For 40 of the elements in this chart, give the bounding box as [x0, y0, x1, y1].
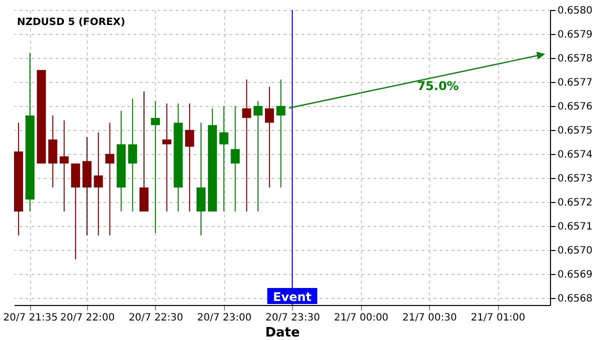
- annotation: 75.0%: [417, 79, 459, 93]
- candlestick: [60, 120, 69, 212]
- candlestick: [254, 100, 263, 212]
- candlestick: [48, 115, 58, 188]
- y-tick-label: 0.6577: [558, 77, 592, 88]
- candlestick: [71, 162, 80, 260]
- candlestick: [162, 103, 172, 212]
- x-tick-label: 20/7 22:30: [128, 312, 184, 324]
- x-tick-label: 20/7 22:00: [60, 312, 115, 324]
- y-tick-label: 0.6571: [558, 221, 592, 232]
- y-tick-label: 0.6578: [558, 53, 592, 64]
- x-tick-label: 20/7 21:35: [3, 312, 58, 324]
- y-tick-label: 0.6572: [558, 197, 592, 208]
- y-tick-label: 0.6576: [558, 101, 592, 112]
- y-tick-label: 0.6574: [558, 149, 592, 160]
- candlestick: [128, 98, 138, 212]
- y-tick-label: 0.6569: [558, 269, 592, 280]
- y-tick-label: 0.6570: [558, 245, 592, 256]
- x-tick-label: 21/7 00:30: [402, 312, 457, 324]
- candlestick: [185, 103, 194, 212]
- candlestick: [242, 79, 252, 212]
- candlestick: [230, 105, 240, 212]
- candlestick: [196, 122, 206, 236]
- x-tick-label: 21/7 00:00: [334, 312, 388, 324]
- x-tick-label: 21/7 01:00: [470, 312, 526, 324]
- y-tick-label: 0.6573: [558, 173, 592, 184]
- ref-line-label: Event: [273, 290, 312, 304]
- y-tick-label: 0.6579: [558, 29, 592, 40]
- y-tick-label: 0.6580: [558, 6, 592, 16]
- x-axis-title: Date: [265, 326, 300, 340]
- y-tick-label: 0.6575: [558, 125, 592, 136]
- x-tick-label: 20/7 23:00: [197, 312, 252, 324]
- candlestick: [105, 122, 114, 236]
- x-tick-label: 20/7 23:30: [266, 312, 320, 324]
- candlestick: [94, 132, 103, 236]
- text: NZDUSD 5 (FOREX): [17, 17, 126, 28]
- candlestick: [276, 79, 286, 188]
- candlestick: [140, 91, 149, 212]
- candlestick: [264, 86, 274, 188]
- y-tick-label: 0.6568: [558, 293, 592, 304]
